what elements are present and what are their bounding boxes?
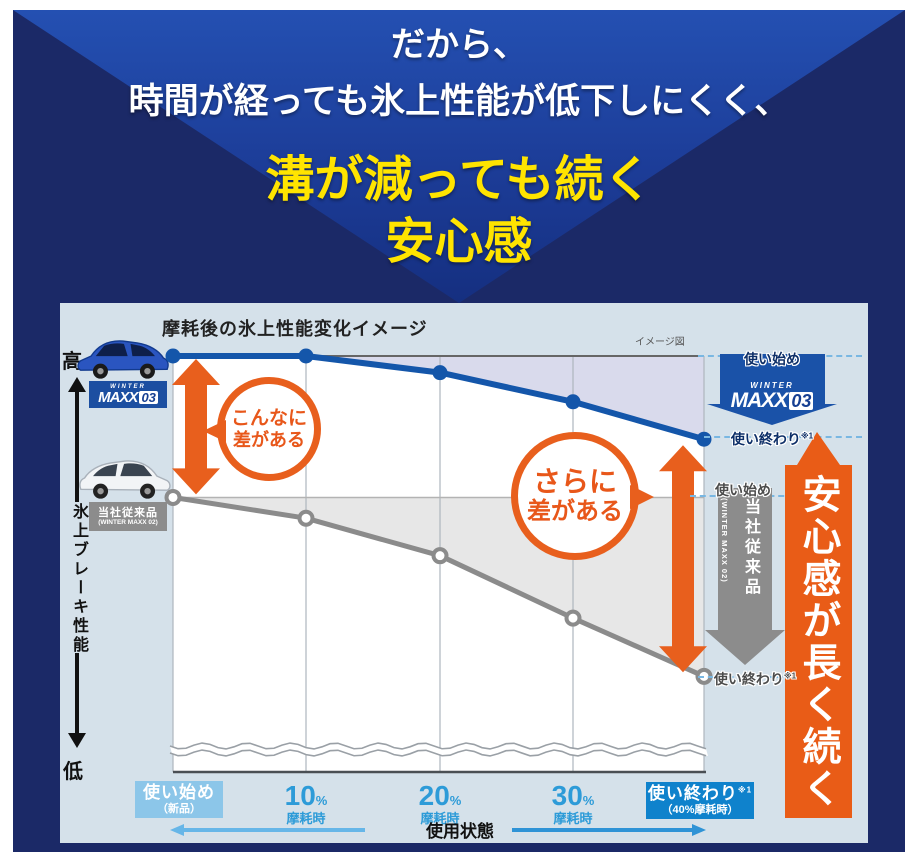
label-conventional-use-end: 使い終わり※1 bbox=[713, 671, 797, 687]
image-note: イメージ図 bbox=[635, 337, 685, 348]
x-tick-10pct: 10% 摩耗時 bbox=[284, 780, 328, 826]
conventional-lifespan-arrow: (WINTER MAXX 02) 当社従来品 bbox=[705, 488, 785, 665]
hero-headline-groove: 溝が減っても続く bbox=[265, 153, 653, 207]
label-maxx03-use-end: 使い終わり※1 bbox=[730, 431, 814, 447]
difference-arrow-new bbox=[172, 359, 220, 495]
annotation-circle-difference-new: こんなに 差がある bbox=[203, 377, 321, 481]
axis-break-wave-top bbox=[169, 742, 707, 750]
y-axis-shaft-top bbox=[75, 390, 79, 502]
difference-arrow-worn bbox=[659, 445, 707, 673]
chart-title: 摩耗後の氷上性能変化イメージ bbox=[162, 319, 428, 339]
y-axis-title: 氷上ブレーキ性能 bbox=[70, 503, 87, 655]
usage-arrow-left-head bbox=[170, 824, 184, 836]
hero-headline-anshin: 安心感 bbox=[385, 215, 533, 269]
y-axis-up-arrow-icon bbox=[68, 377, 86, 392]
annotation-circle-difference-worn: さらに 差がある bbox=[511, 432, 654, 560]
chart-panel: 摩耗後の氷上性能変化イメージ イメージ図 高 氷上ブレーキ性能 低 WINTER… bbox=[60, 303, 868, 843]
hero-line-1: だから、 bbox=[391, 26, 527, 64]
dash-gray-end-level bbox=[698, 676, 822, 678]
label-maxx03-use-start: 使い始め bbox=[744, 351, 800, 367]
x-label-use-start-badge: 使い始め （新品） bbox=[135, 781, 223, 818]
y-axis-shaft-bottom bbox=[75, 653, 79, 735]
x-axis-title: 使用状態 bbox=[426, 822, 494, 841]
hero-line-2: 時間が経っても氷上性能が低下しにくく、 bbox=[128, 82, 790, 121]
dash-blue-end-level bbox=[704, 436, 862, 438]
conventional-series-badge: 当社従来品 (WINTER MAXX 02) bbox=[89, 502, 167, 531]
y-axis-high-label: 高 bbox=[62, 351, 82, 373]
y-axis-down-arrow-icon bbox=[68, 733, 86, 748]
reassurance-banner: 安心感が長く続く bbox=[785, 432, 852, 818]
x-tick-30pct: 30% 摩耗時 bbox=[551, 780, 595, 826]
axis-break-band bbox=[170, 743, 708, 756]
maxx03-car-image bbox=[77, 340, 169, 379]
x-label-use-end-badge: 使い終わり※1 （40%摩耗時） bbox=[646, 782, 754, 819]
label-conventional-use-start: 使い始め bbox=[715, 482, 771, 498]
winter-maxx03-logo-large: WINTER MAXX 03 bbox=[730, 381, 814, 412]
x-tick-20pct: 20% 摩耗時 bbox=[418, 780, 462, 826]
conventional-car-image bbox=[79, 460, 171, 499]
maxx03-series-badge: WINTER MAXX 03 bbox=[89, 381, 167, 408]
usage-arrow-right-head bbox=[692, 824, 706, 836]
reassurance-banner-text: 安心感が長く続く bbox=[797, 474, 840, 810]
winter-maxx03-logo: WINTER MAXX 03 bbox=[98, 384, 158, 406]
axis-break-wave-bottom bbox=[169, 749, 707, 757]
y-axis-low-label: 低 bbox=[63, 761, 83, 783]
